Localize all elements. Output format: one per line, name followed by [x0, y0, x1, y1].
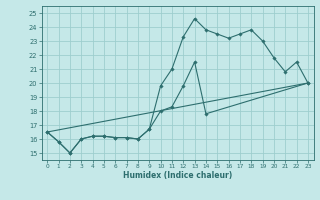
X-axis label: Humidex (Indice chaleur): Humidex (Indice chaleur) [123, 171, 232, 180]
